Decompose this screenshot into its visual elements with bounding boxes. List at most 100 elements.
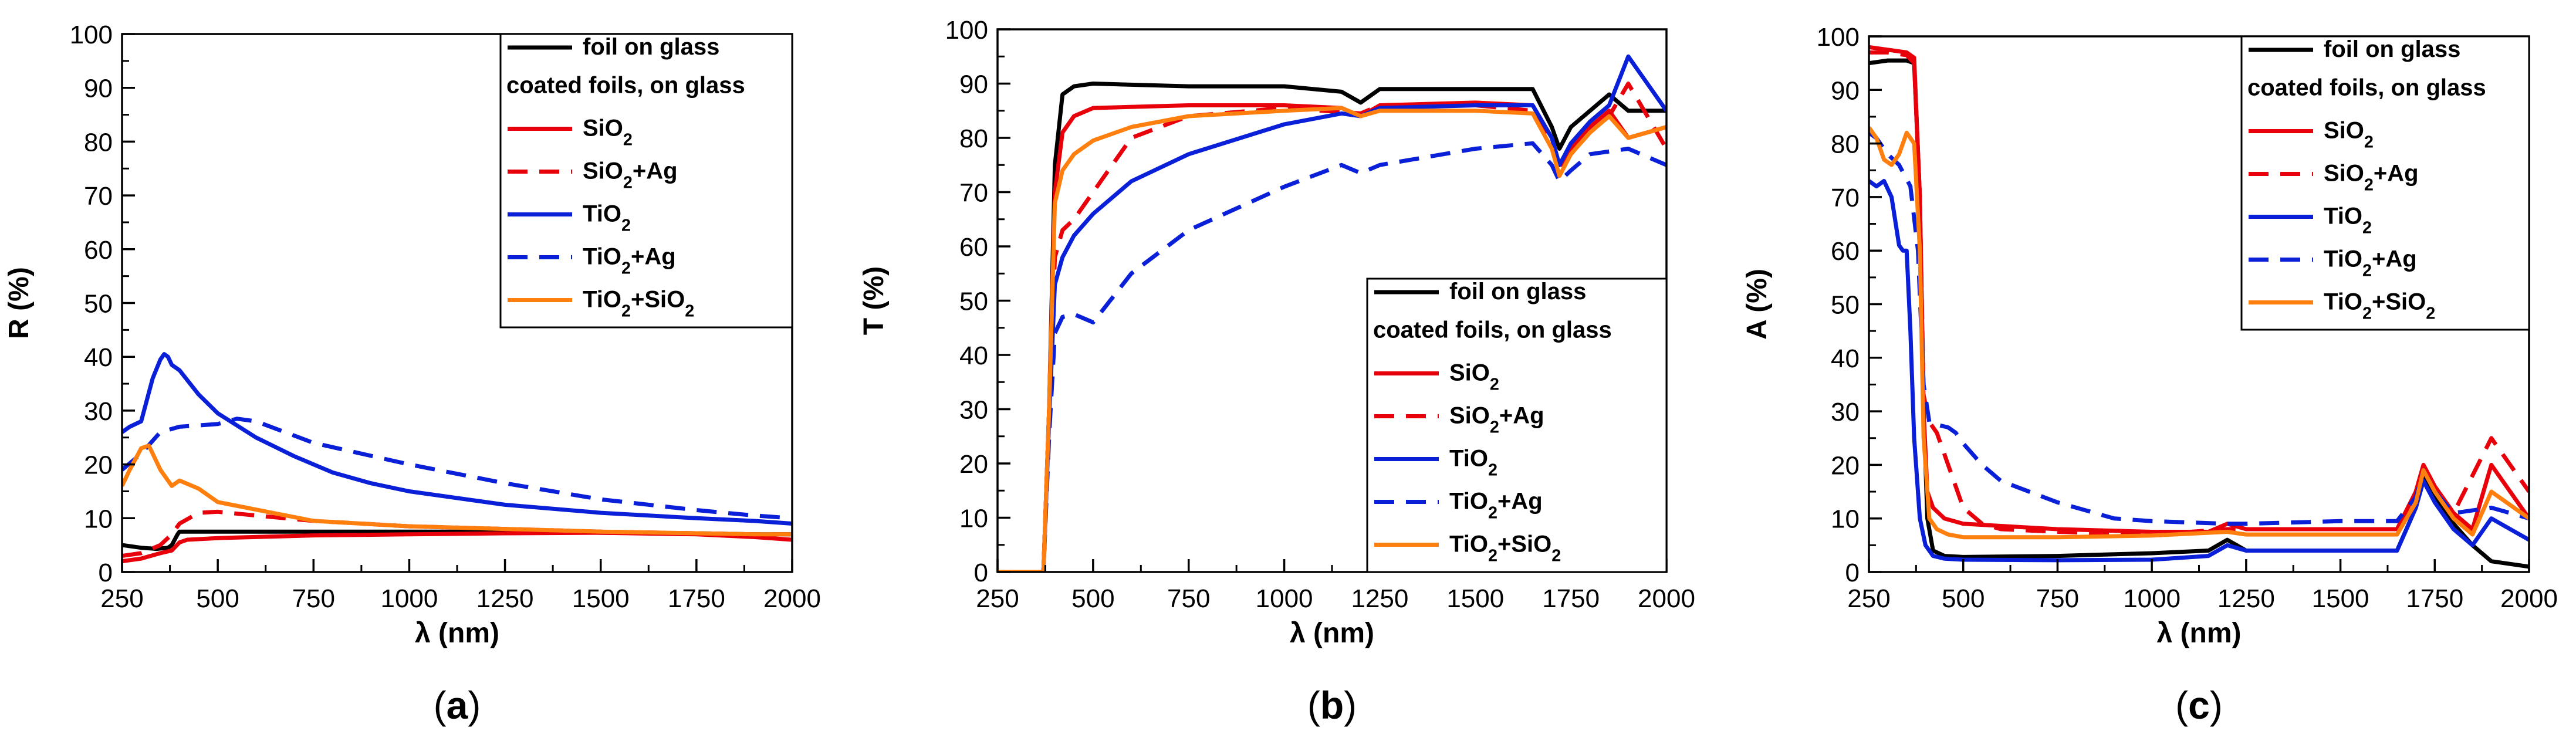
x-tick-label: 750 — [292, 584, 335, 613]
x-tick-label: 1500 — [2312, 584, 2369, 613]
y-tick-label: 60 — [1831, 237, 1860, 266]
x-tick-label: 1000 — [380, 584, 438, 613]
legend-item: foil on glass — [1374, 279, 1586, 304]
legend-item: TiO2+Ag — [508, 244, 676, 278]
panel-label: (a) — [434, 683, 481, 727]
legend-item: coated foils, on glass — [506, 73, 745, 99]
y-tick-label: 0 — [1845, 559, 1860, 587]
y-tick-label: 50 — [84, 290, 113, 319]
legend-item: foil on glass — [2249, 36, 2460, 62]
legend-box — [2240, 35, 2530, 331]
legend: foil on glass coated foils, on glass SiO2 S… — [2240, 35, 2530, 331]
y-tick-label: 10 — [84, 505, 113, 533]
y-tick-label: 10 — [1831, 505, 1860, 534]
legend-label: SiO2+Ag — [583, 158, 678, 192]
y-axis-label: A (%) — [1742, 269, 1773, 340]
y-tick-label: 100 — [945, 16, 988, 45]
y-tick-label: 30 — [1831, 398, 1860, 427]
legend-item: TiO2 — [2249, 204, 2372, 238]
legend-item: coated foils, on glass — [1373, 317, 1612, 343]
x-tick-label: 250 — [100, 584, 143, 613]
x-axis-label: λ (nm) — [2157, 618, 2242, 649]
y-tick-label: 100 — [70, 21, 113, 49]
chart-panel-3: 250 500 750 1000 1250 1500 1750 2000 0 10 20 30 40 50… — [1742, 23, 2558, 727]
y-tick-label: 100 — [1817, 23, 1860, 52]
y-tick-label: 70 — [959, 179, 988, 208]
x-tick-label: 500 — [196, 584, 239, 613]
legend-item: TiO2 — [1374, 446, 1497, 480]
y-tick-label: 90 — [1831, 76, 1860, 105]
x-tick-label: 1250 — [1351, 584, 1408, 613]
legend-item: TiO2 — [508, 201, 631, 235]
x-tick-label: 1750 — [2406, 584, 2463, 613]
series-line-tio- — [1869, 179, 2529, 563]
y-tick-label: 90 — [84, 75, 113, 103]
legend-label: SiO2+Ag — [2324, 161, 2419, 195]
x-tick-label: 1750 — [668, 584, 725, 613]
y-tick-label: 60 — [84, 236, 113, 265]
legend-label: TiO2+Ag — [583, 244, 676, 278]
x-tick-label: 1250 — [476, 584, 534, 613]
legend-item: SiO2 — [2249, 118, 2374, 152]
x-tick-label: 1000 — [1256, 584, 1313, 613]
legend-label: TiO2+Ag — [2324, 246, 2417, 280]
y-tick-label: 50 — [1831, 291, 1860, 320]
series-group — [1869, 45, 2529, 569]
y-tick-label: 80 — [84, 128, 113, 157]
legend-item: TiO2+SiO2 — [508, 287, 694, 321]
legend: foil on glass coated foils, on glass SiO2 S… — [499, 33, 793, 329]
legend-label: TiO2+SiO2 — [583, 287, 694, 321]
series-line-tio-ag — [122, 417, 792, 520]
y-tick-label: 80 — [959, 124, 988, 153]
x-tick-label: 250 — [1847, 584, 1890, 613]
x-axis-label: λ (nm) — [415, 618, 499, 649]
y-tick-label: 30 — [959, 396, 988, 425]
y-tick-label: 10 — [959, 505, 988, 533]
legend-label: foil on glass — [583, 34, 719, 60]
legend-item: TiO2+Ag — [2249, 246, 2417, 280]
y-tick-label: 60 — [959, 233, 988, 262]
chart-panel-2: 250 500 750 1000 1250 1500 1750 2000 0 10 20 30 40 50… — [858, 16, 1695, 727]
series-line-foil-on-glass — [998, 82, 1666, 572]
legend-item: SiO2+Ag — [508, 158, 678, 192]
legend-label: TiO2 — [2324, 204, 2372, 238]
y-tick-label: 20 — [1831, 451, 1860, 480]
y-tick-label: 80 — [1831, 130, 1860, 159]
x-tick-label: 2000 — [1638, 584, 1695, 613]
legend-item: TiO2+Ag — [1374, 489, 1543, 523]
x-tick-label: 500 — [1071, 584, 1114, 613]
series-group — [122, 352, 792, 564]
legend-item: SiO2+Ag — [2249, 161, 2419, 195]
x-tick-label: 500 — [1942, 584, 1985, 613]
legend-label: SiO2 — [2324, 118, 2374, 152]
y-tick-label: 40 — [84, 343, 113, 372]
x-tick-label: 2000 — [763, 584, 821, 613]
legend-label: TiO2+SiO2 — [1449, 532, 1561, 566]
legend-label: SiO2 — [1449, 360, 1499, 394]
legend-label: SiO2+Ag — [1449, 403, 1544, 437]
x-tick-label: 2000 — [2500, 584, 2558, 613]
legend-item: TiO2+SiO2 — [1374, 532, 1561, 566]
legend-label: TiO2 — [583, 201, 631, 235]
panel-label: (b) — [1307, 683, 1357, 727]
legend-label: TiO2 — [1449, 446, 1497, 480]
x-tick-label: 750 — [2036, 584, 2079, 613]
y-tick-label: 30 — [84, 397, 113, 426]
legend: foil on glass coated foils, on glass SiO2 S… — [1366, 277, 1668, 573]
legend-label: TiO2+Ag — [1449, 489, 1543, 523]
series-line-tio-sio- — [122, 444, 792, 537]
y-tick-label: 20 — [959, 450, 988, 479]
series-line-sio- — [122, 530, 792, 564]
y-axis-label: T (%) — [858, 266, 890, 335]
legend-box — [1366, 277, 1668, 573]
y-tick-label: 0 — [974, 559, 988, 587]
legend-item: SiO2 — [508, 116, 633, 150]
legend-item: SiO2 — [1374, 360, 1499, 394]
y-tick-label: 20 — [84, 451, 113, 480]
legend-label: foil on glass — [2324, 36, 2460, 62]
x-axis-label: λ (nm) — [1290, 618, 1374, 649]
legend-item: SiO2+Ag — [1374, 403, 1544, 437]
series-line-tio-ag — [998, 141, 1666, 572]
x-tick-label: 1250 — [2217, 584, 2275, 613]
legend-item: coated foils, on glass — [2247, 75, 2486, 101]
